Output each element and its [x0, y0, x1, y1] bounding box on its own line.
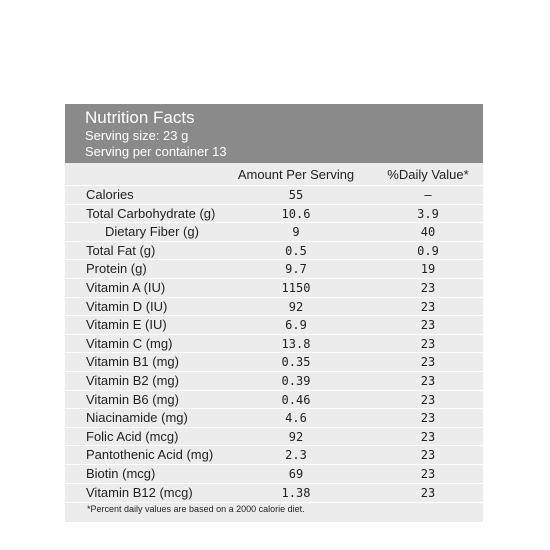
nutrient-name: Protein (g)	[86, 261, 147, 277]
amount: 92	[288, 429, 304, 444]
row-separator	[65, 278, 483, 279]
nutrient-name: Pantothenic Acid (mg)	[86, 447, 214, 463]
row-separator	[65, 408, 483, 410]
nutrient-name: Niacinamide (mg)	[86, 410, 188, 426]
amount: 0.46	[281, 392, 311, 407]
serving-size: Serving size: 23 g	[85, 128, 189, 143]
servings: Serving per container 13	[85, 144, 227, 159]
row-separator	[65, 185, 483, 186]
nutrient-name: Vitamin C (mg)	[86, 335, 173, 351]
nutrient-name: Folic Acid (mcg)	[86, 428, 179, 444]
nutrient-name: Calories	[86, 187, 134, 202]
row-separator	[65, 371, 483, 372]
header: Nutrition Facts Serving size: 23 g Servi…	[65, 104, 483, 163]
nutrient-name: Dietary Fiber (g)	[105, 224, 199, 240]
nutrient-name: Vitamin B1 (mg)	[86, 354, 179, 370]
daily-value: 23	[420, 281, 436, 295]
daily-value: 23	[420, 336, 436, 351]
amount: 9.7	[285, 262, 307, 277]
row-separator	[65, 352, 483, 354]
nutrient-name: Vitamin A (IU)	[86, 280, 166, 295]
row-separator	[65, 240, 483, 242]
row-separator	[65, 203, 483, 205]
column-header: Amount Per Serving	[237, 167, 355, 182]
row-separator	[65, 222, 483, 224]
row-separator	[65, 315, 483, 317]
daily-value: 23	[420, 411, 436, 426]
daily-value: 23	[420, 374, 436, 388]
row-separator	[65, 502, 483, 504]
amount: 69	[288, 467, 304, 481]
column-header: %Daily Value*	[387, 167, 469, 182]
daily-value: 23	[420, 467, 436, 481]
daily-value: 3.9	[417, 206, 439, 221]
row-separator	[65, 426, 483, 428]
nutrient-name: Biotin (mcg)	[86, 466, 156, 481]
daily-value: 23	[420, 355, 436, 370]
nutrient-name: Vitamin E (IU)	[86, 317, 167, 333]
daily-value: 23	[420, 318, 436, 333]
amount: 0.39	[281, 374, 311, 388]
nutrient-name: Vitamin D (IU)	[86, 298, 168, 314]
title: Nutrition Facts	[85, 108, 195, 127]
row-separator	[65, 482, 483, 484]
daily-value: 40	[420, 225, 436, 240]
row-separator	[65, 389, 483, 391]
amount: 55	[288, 188, 304, 202]
daily-value: 0.9	[417, 243, 439, 258]
amount: 9	[292, 225, 300, 240]
amount: 2.3	[285, 448, 307, 463]
nutrient-name: Total Carbohydrate (g)	[86, 205, 216, 221]
footnote: *Percent daily values are based on a 200…	[87, 504, 305, 514]
daily-value: 19	[420, 262, 436, 277]
row-separator	[65, 259, 483, 261]
amount: 13.8	[281, 336, 311, 351]
amount: 0.35	[281, 355, 311, 370]
amount: 4.6	[285, 411, 307, 426]
nutrient-name: Vitamin B2 (mg)	[86, 373, 179, 388]
daily-value: 23	[420, 299, 436, 314]
amount: 10.6	[281, 206, 311, 221]
daily-value: –	[424, 188, 432, 202]
daily-value: 23	[420, 429, 436, 444]
amount: 0.5	[285, 243, 307, 258]
nutrient-name: Vitamin B6 (mg)	[86, 391, 179, 407]
row-separator	[65, 445, 483, 447]
daily-value: 23	[420, 392, 436, 407]
nutrient-name: Vitamin B12 (mcg)	[86, 484, 193, 500]
daily-value: 23	[420, 448, 436, 463]
nutrient-name: Total Fat (g)	[86, 242, 156, 258]
row-separator	[65, 464, 483, 465]
amount: 92	[288, 299, 304, 314]
amount: 1150	[281, 281, 311, 295]
amount: 1.38	[281, 485, 311, 500]
row-separator	[65, 296, 483, 298]
row-separator	[65, 333, 483, 335]
nutrition-panel: Nutrition Facts Serving size: 23 g Servi…	[65, 104, 483, 522]
daily-value: 23	[420, 485, 436, 500]
amount: 6.9	[285, 318, 307, 333]
